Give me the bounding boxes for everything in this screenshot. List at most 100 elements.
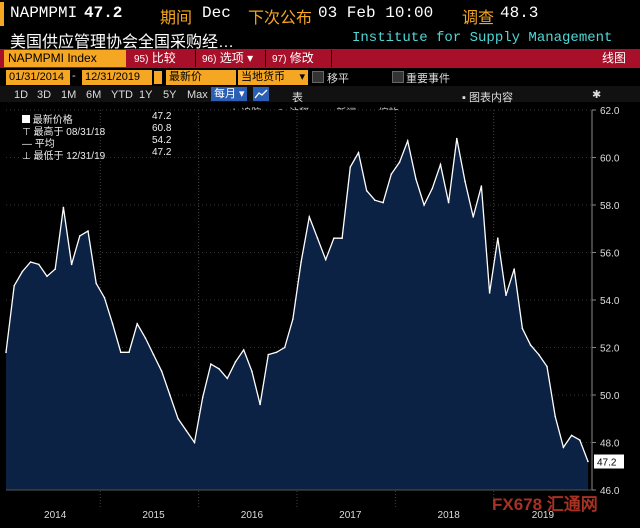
y-tick-label: 48.0 [600, 439, 620, 450]
data-point [390, 173, 393, 175]
data-point [160, 370, 163, 373]
data-point [488, 292, 491, 294]
line-chart[interactable]: 62.0 60.0 58.0 56.0 54.0 52.0 50.0 48.0 46.0 47.2… [0, 100, 640, 528]
data-point [87, 230, 89, 232]
edit-button[interactable]: 97) 修改 [268, 50, 332, 67]
data-point [349, 166, 352, 168]
options-dropdown-icon: ▾ [247, 51, 254, 65]
options-button[interactable]: 96) 选项 ▾ [198, 50, 266, 67]
data-point [570, 434, 573, 437]
data-point [95, 282, 97, 285]
chart-type-label[interactable]: 线图 [590, 50, 630, 67]
end-date-field[interactable]: 12/31/2019 [82, 70, 152, 85]
compare-button[interactable]: 95) 比较 [130, 50, 196, 67]
range-button-max[interactable]: Max [187, 89, 208, 101]
data-point [423, 204, 425, 206]
data-point [128, 351, 130, 354]
range-button-1y[interactable]: 1Y [139, 89, 153, 101]
data-point [54, 268, 56, 270]
data-point [357, 151, 360, 154]
data-point [201, 396, 204, 399]
data-point [210, 363, 212, 365]
data-point [316, 237, 319, 239]
survey-label: 调查 [462, 10, 495, 27]
price-field-select[interactable]: 最新价 [166, 70, 236, 85]
data-point [505, 294, 507, 296]
data-point [464, 180, 466, 183]
data-point [29, 261, 32, 263]
index-name-field[interactable]: NAPMPMI Index [4, 50, 126, 67]
legend-low-value: 47.2 [152, 147, 172, 158]
y-tick-label: 54.0 [600, 296, 620, 307]
last-value-label: 47.2 [597, 458, 617, 469]
options-number: 96) [202, 54, 217, 65]
y-tick-label: 58.0 [600, 201, 620, 212]
chart-content-label: 图表内容 [468, 92, 513, 104]
currency-select[interactable]: 当地货币 ▾ [238, 70, 308, 85]
legend-high-label: 最高于 08/31/18 [33, 127, 106, 138]
x-tick-label: 2015 [142, 510, 165, 521]
frequency-dropdown-icon: ▾ [236, 88, 245, 100]
x-tick-label: 2014 [44, 510, 67, 521]
data-point [169, 394, 171, 396]
start-date-field[interactable]: 01/31/2014 [6, 70, 70, 85]
compare-label: 比较 [151, 51, 176, 65]
data-point [267, 353, 270, 356]
data-point [538, 353, 540, 356]
range-button-5y[interactable]: 5Y [163, 89, 177, 101]
range-button-ytd[interactable]: YTD [111, 89, 133, 101]
data-point [513, 268, 515, 270]
data-point [111, 323, 114, 325]
series-line [5, 138, 589, 462]
data-point [587, 460, 589, 463]
legend-low-label: 最低于 12/31/19 [33, 151, 106, 162]
data-point [259, 403, 261, 406]
settings-icon[interactable]: ✱ [592, 89, 602, 101]
data-point [103, 296, 106, 299]
table-toggle[interactable]: 表 [292, 92, 303, 104]
calendar-icon[interactable] [154, 71, 162, 84]
header-accent [0, 2, 4, 26]
data-point [185, 429, 188, 432]
y-tick-label: 62.0 [600, 106, 620, 117]
data-point [546, 365, 548, 368]
options-label: 选项 [219, 51, 244, 65]
y-tick-label: 56.0 [600, 249, 620, 260]
date-range-separator: - [72, 70, 76, 82]
period-label: 期间 [160, 10, 193, 27]
range-button-3d[interactable]: 3D [37, 89, 52, 101]
data-point [529, 344, 532, 346]
data-point [406, 140, 409, 142]
data-point [144, 337, 147, 339]
range-button-6m[interactable]: 6M [86, 89, 102, 101]
ticker-symbol: NAPMPMI [10, 4, 78, 22]
data-point [439, 163, 442, 166]
compare-number: 95) [134, 54, 149, 65]
chart-content-icon: ▪ [462, 92, 466, 104]
frequency-select[interactable]: 每月 ▾ [211, 87, 247, 101]
y-tick-label: 52.0 [600, 344, 620, 355]
data-point [562, 446, 565, 449]
line-chart-toggle[interactable] [253, 87, 269, 101]
data-point [398, 161, 401, 164]
chart-content-button[interactable]: ▪ 图表内容 [462, 89, 513, 105]
data-point [341, 237, 343, 239]
data-point [38, 263, 40, 266]
data-point [70, 263, 73, 266]
last-value: 47.2 [84, 4, 123, 22]
edit-number: 97) [272, 54, 287, 65]
data-point [521, 327, 524, 330]
chinese-title: 美国供应管理协会全国采购经… [10, 34, 235, 51]
data-point [152, 353, 155, 356]
events-checkbox[interactable] [392, 71, 404, 83]
area-fill [6, 138, 588, 490]
range-button-1d[interactable]: 1D [14, 89, 29, 101]
period-value: Dec [202, 4, 231, 22]
data-point [374, 199, 376, 201]
range-button-1m[interactable]: 1M [61, 89, 77, 101]
data-point [13, 284, 15, 287]
data-point [177, 418, 179, 420]
data-point [579, 439, 581, 441]
legend-swatch [22, 115, 30, 123]
moving-average-checkbox[interactable] [312, 71, 324, 83]
